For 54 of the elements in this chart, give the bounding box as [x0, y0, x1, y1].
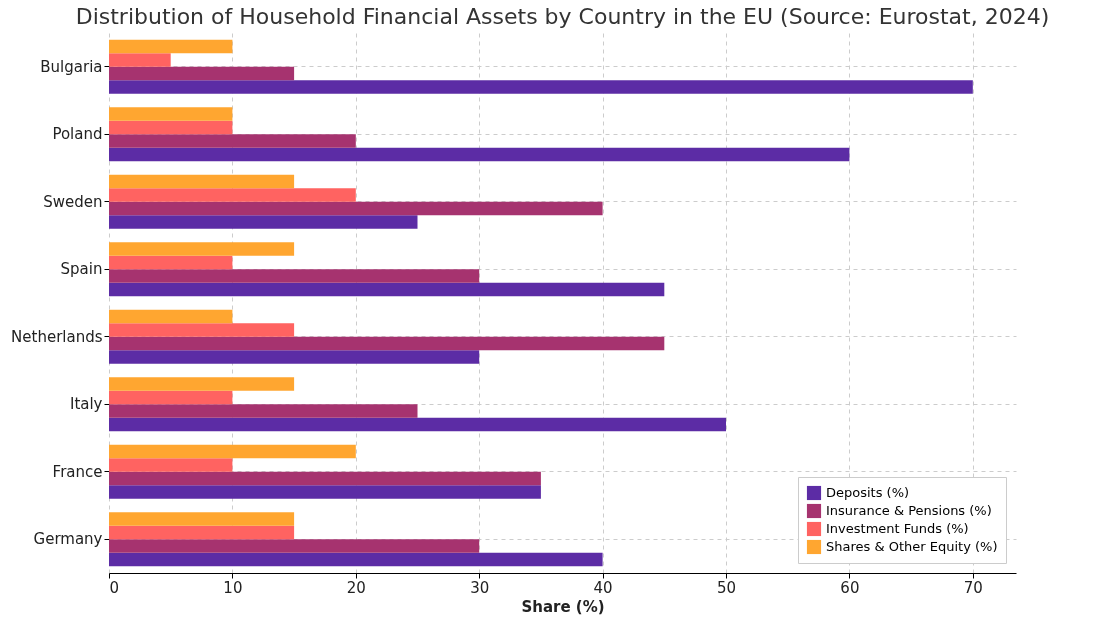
bar [109, 39, 233, 54]
y-tick-label: Netherlands [11, 327, 103, 346]
bar [109, 134, 356, 148]
y-tick-label: Bulgaria [40, 57, 103, 76]
bar [109, 525, 295, 540]
bar [109, 269, 480, 283]
bar [109, 404, 418, 418]
y-tick-label: Italy [69, 395, 103, 414]
x-tick-label: 30 [470, 578, 490, 597]
bar [109, 458, 233, 472]
x-tick-label: 40 [593, 578, 613, 597]
bar [109, 485, 541, 499]
bar [109, 215, 418, 229]
bar [109, 242, 295, 256]
bar [109, 107, 233, 121]
bar [109, 188, 356, 202]
bar [109, 471, 541, 486]
y-tick-label: Sweden [43, 192, 103, 211]
y-tick-label: Germany [33, 530, 103, 549]
bar [109, 350, 480, 364]
bar [109, 53, 171, 67]
x-tick-label: 50 [716, 578, 737, 597]
bar [109, 120, 233, 135]
legend-label: Investment Funds (%) [826, 521, 969, 536]
bar [109, 512, 295, 526]
bar [109, 147, 850, 162]
bar [109, 390, 233, 405]
y-tick-label: Poland [52, 125, 103, 144]
bar [109, 255, 233, 270]
y-tick-label: France [52, 462, 103, 481]
bar [109, 201, 603, 216]
bar [109, 282, 665, 297]
y-tick-label: Spain [60, 260, 103, 279]
x-tick-label: 20 [346, 578, 366, 597]
bar [109, 80, 973, 94]
x-tick-label: 70 [963, 578, 983, 597]
bar [109, 66, 295, 81]
x-tick-label: 10 [223, 578, 243, 597]
legend-label: Insurance & Pensions (%) [826, 503, 992, 518]
bar [109, 377, 295, 391]
legend-label: Shares & Other Equity (%) [826, 539, 998, 554]
x-axis-title: Share (%) [521, 597, 605, 616]
x-tick-label: 60 [840, 578, 860, 597]
chart-title: Distribution of Household Financial Assets by Country in the EU (Source: Eurostat, 2024) [75, 4, 1050, 29]
bar [109, 309, 233, 324]
bar [109, 552, 603, 567]
bar [109, 417, 727, 432]
bar [109, 539, 480, 553]
bar [109, 323, 295, 337]
bar [109, 444, 356, 459]
bar [109, 336, 665, 351]
legend-label: Deposits (%) [826, 485, 910, 500]
bar [109, 174, 295, 189]
x-tick-label: 0 [109, 578, 120, 597]
